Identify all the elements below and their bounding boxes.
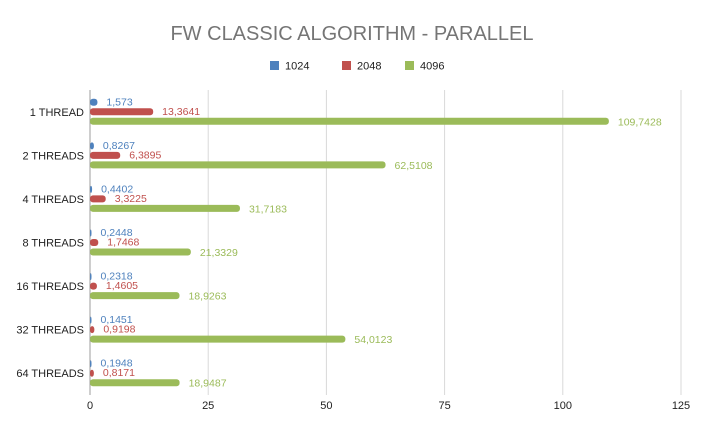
- bar-4096-4: [90, 292, 180, 300]
- data-label-4096: 31,7183: [249, 203, 287, 215]
- data-label-1024: 0,1451: [101, 314, 133, 326]
- bar-2048-6: [90, 369, 94, 377]
- bar-1024-2: [90, 185, 93, 193]
- data-label-2048: 13,3641: [162, 106, 200, 118]
- bar-4096-2: [90, 204, 240, 212]
- bar-4096-3: [90, 248, 191, 256]
- data-label-4096: 18,9487: [189, 378, 227, 390]
- legend-label-4096: 4096: [420, 61, 444, 73]
- bar-4096-0: [90, 117, 609, 125]
- category-label: 16 THREADS: [16, 281, 84, 293]
- data-label-2048: 6,3895: [129, 149, 161, 161]
- data-label-4096: 21,3329: [200, 247, 238, 259]
- data-label-2048: 0,9198: [103, 324, 135, 336]
- category-label: 2 THREADS: [22, 150, 84, 162]
- data-label-1024: 1,573: [106, 96, 132, 108]
- bar-2048-0: [90, 108, 154, 116]
- bar-2048-4: [90, 282, 97, 290]
- data-label-1024: 0,8267: [103, 140, 135, 152]
- bar-4096-6: [90, 379, 180, 387]
- category-label: 64 THREADS: [16, 368, 84, 380]
- data-label-1024: 0,2448: [101, 227, 133, 239]
- x-tick-label: 75: [438, 400, 450, 412]
- legend-swatch-2048: [342, 61, 351, 70]
- legend-swatch-1024: [270, 61, 279, 70]
- bar-2048-2: [90, 195, 106, 203]
- x-axis-ticks: 0 25 50 75 100 125: [87, 400, 690, 412]
- legend-label-2048: 2048: [357, 61, 381, 73]
- bar-1024-5: [90, 316, 92, 324]
- bar-1024-1: [90, 142, 94, 150]
- data-label-4096: 62,5108: [395, 160, 433, 172]
- data-label-2048: 3,3225: [115, 193, 147, 205]
- bar-1024-4: [90, 273, 92, 281]
- category-label: 8 THREADS: [22, 238, 84, 250]
- data-label-4096: 54,0123: [354, 334, 392, 346]
- x-tick-label: 0: [87, 400, 93, 412]
- bar-2048-1: [90, 151, 121, 159]
- data-label-4096: 18,9263: [188, 291, 226, 303]
- x-tick-label: 25: [202, 400, 214, 412]
- data-label-1024: 0,1948: [101, 358, 133, 370]
- legend-swatch-4096: [405, 61, 414, 70]
- category-label: 1 THREAD: [30, 107, 84, 119]
- x-tick-label: 50: [320, 400, 332, 412]
- bar-2048-5: [90, 326, 95, 334]
- data-label-2048: 1,7468: [107, 237, 139, 249]
- bar-4096-1: [90, 161, 386, 169]
- data-label-2048: 1,4605: [106, 280, 138, 292]
- bars: [90, 98, 609, 387]
- legend-label-1024: 1024: [285, 61, 309, 73]
- category-label: 32 THREADS: [16, 325, 84, 337]
- category-label: 4 THREADS: [22, 194, 84, 206]
- chart-title: FW CLASSIC ALGORITHM - PARALLEL: [170, 23, 533, 45]
- legend: 1024 2048 4096: [270, 61, 444, 73]
- data-label-4096: 109,7428: [618, 116, 662, 128]
- data-label-2048: 0,8171: [103, 367, 135, 379]
- category-labels: 1 THREAD 2 THREADS 4 THREADS 8 THREADS 16 TH…: [16, 107, 84, 380]
- bar-1024-3: [90, 229, 92, 237]
- x-tick-label: 125: [672, 400, 690, 412]
- data-label-1024: 0,2318: [101, 271, 133, 283]
- gridlines: [89, 90, 682, 395]
- x-tick-label: 100: [554, 400, 572, 412]
- data-label-1024: 0,4402: [101, 183, 133, 195]
- bar-4096-5: [90, 335, 346, 343]
- bar-2048-3: [90, 239, 99, 246]
- bar-1024-0: [90, 98, 98, 106]
- bar-1024-6: [90, 360, 92, 368]
